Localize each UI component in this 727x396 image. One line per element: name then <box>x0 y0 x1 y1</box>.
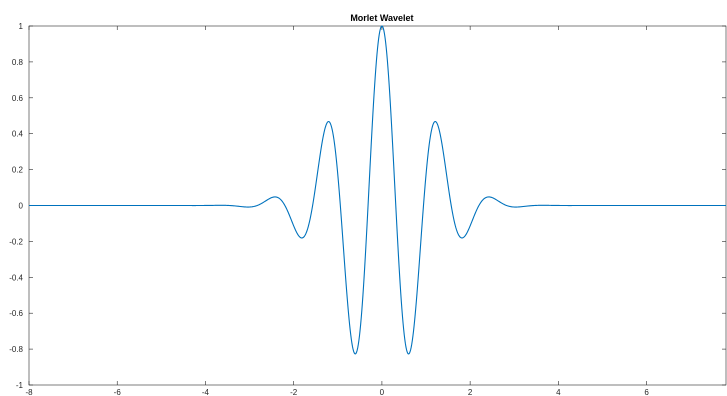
y-tick-label: 0.6 <box>12 94 24 103</box>
tick-labels: -1 -0.8 -0.6 -0.4 -0.2 0 0.2 0.4 0.6 0.8 1 -8 -6 -4 -2… <box>9 22 649 396</box>
x-tick-label: 0 <box>380 388 385 396</box>
y-tick-label: -1 <box>16 381 24 390</box>
y-tick-label: 0 <box>19 202 24 211</box>
y-tick-label: -0.6 <box>9 309 23 318</box>
x-tick-label: -8 <box>25 388 33 396</box>
series-line <box>29 25 726 355</box>
x-tick-label: 6 <box>644 388 649 396</box>
x-tick-label: -6 <box>114 388 122 396</box>
y-tick-label: 0.4 <box>12 130 24 139</box>
ticks <box>28 25 726 386</box>
y-tick-label: -0.8 <box>9 345 23 354</box>
x-tick-label: -4 <box>202 388 210 396</box>
series-layer <box>29 25 726 355</box>
y-tick-label: 1 <box>19 22 24 31</box>
chart-title: Morlet Wavelet <box>350 13 413 23</box>
x-tick-label: -2 <box>290 388 298 396</box>
y-tick-label: -0.4 <box>9 273 23 282</box>
x-tick-label: 4 <box>556 388 561 396</box>
y-tick-label: 0.2 <box>12 166 24 175</box>
y-tick-label: 0.8 <box>12 58 24 67</box>
y-tick-label: -0.2 <box>9 237 23 246</box>
x-tick-label: 2 <box>468 388 473 396</box>
